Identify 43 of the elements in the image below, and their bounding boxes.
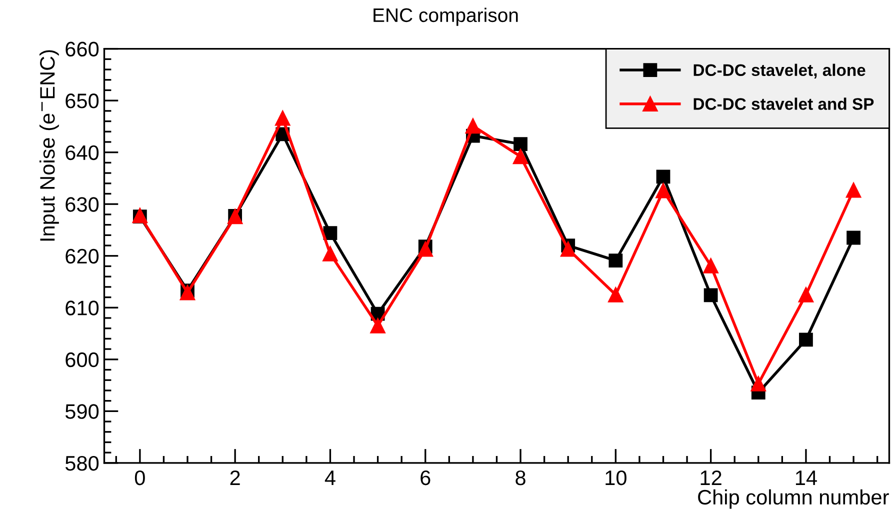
point [799,332,813,347]
point [180,284,196,300]
point [322,246,338,262]
x-axis-title: Chip column number [698,489,889,509]
point [608,287,624,302]
y-tick-label: 580 [65,456,99,471]
point [560,242,576,257]
legend-label: DC-DC stavelet, alone [694,64,866,78]
point [846,182,862,198]
point [608,254,623,268]
point [656,170,670,184]
y-tick-label: 640 [66,145,99,160]
y-tick-label: 590 [65,404,99,419]
x-tick-label: 12 [700,470,722,485]
y-tick-label: 610 [66,300,99,316]
point [798,287,814,302]
point [514,137,528,151]
point [418,242,434,257]
y-tick-label: 620 [66,248,99,264]
y-tick-label: 600 [66,352,99,368]
x-tick-label: 2 [230,470,240,485]
point [323,226,338,240]
point [465,118,481,134]
point [703,258,718,274]
point [656,182,671,198]
point [370,318,386,334]
y-tick-label: 650 [66,94,99,108]
point [704,288,718,302]
x-tick-label: 14 [796,470,817,485]
x-tick-label: 10 [606,470,626,486]
legend-label: DC-DC stavelet and SP [694,98,874,110]
x-tick-label: 0 [134,470,145,486]
chart-title: ENC comparison [374,8,518,26]
point [750,376,766,392]
y-axis-title: Input Noise (e$^{−}$ENC) [39,50,59,241]
point [512,148,528,164]
point [846,230,860,245]
y-tick-label: 660 [66,42,99,57]
x-tick-label: 8 [516,470,526,486]
y-tick-label: 630 [66,197,99,212]
x-tick-label: 4 [324,470,336,485]
point [275,110,290,126]
x-tick-label: 6 [420,470,430,486]
